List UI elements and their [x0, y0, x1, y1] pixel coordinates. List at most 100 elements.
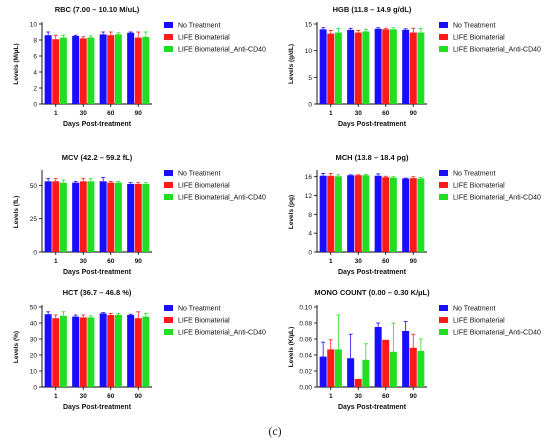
- chart-title: HGB (11.8 – 14.9 g/dL): [333, 5, 412, 14]
- x-tick-label: 30: [355, 258, 363, 265]
- bar: [59, 182, 67, 252]
- bar: [319, 29, 327, 104]
- legend-swatch: [164, 182, 173, 188]
- bar: [52, 181, 60, 252]
- legend-swatch: [164, 170, 173, 176]
- bar: [402, 29, 410, 104]
- bar: [319, 175, 327, 252]
- bar: [354, 32, 362, 104]
- x-tick-label: 60: [107, 110, 115, 117]
- bar: [52, 39, 60, 105]
- legend-swatch: [439, 182, 448, 188]
- x-tick-label: 1: [329, 258, 333, 265]
- bar: [347, 175, 355, 252]
- y-tick-label: 0.02: [299, 369, 312, 376]
- y-tick-label: 0.08: [299, 321, 312, 328]
- bar: [114, 34, 122, 104]
- bar: [374, 175, 382, 252]
- y-axis-label: Levels (K/µL): [288, 327, 295, 368]
- y-tick-label: 4: [33, 70, 37, 77]
- legend-swatch: [439, 305, 448, 311]
- y-tick-label: 12: [305, 193, 313, 200]
- x-tick-label: 30: [80, 393, 88, 400]
- bar: [142, 36, 150, 104]
- y-axis-label: Levels (%): [13, 331, 20, 363]
- bar: [382, 29, 390, 104]
- bar: [107, 315, 115, 387]
- legend-swatch: [164, 305, 173, 311]
- y-tick-label: 50: [30, 305, 38, 312]
- bar: [374, 28, 382, 104]
- y-tick-label: 0.10: [299, 305, 312, 312]
- y-axis-label: Levels (M/µL): [13, 43, 20, 84]
- legend-label: No Treatment: [453, 171, 495, 178]
- chart-panel-2: HGB (11.8 – 14.9 g/dL) 0 5 10 15 Levels (g/dL…: [288, 5, 541, 128]
- bar: [417, 351, 425, 387]
- bar: [127, 315, 135, 387]
- bar: [72, 316, 80, 387]
- y-tick-label: 4: [308, 231, 312, 238]
- legend-label: No Treatment: [453, 306, 495, 313]
- x-tick-label: 90: [135, 393, 143, 400]
- x-tick-label: 1: [54, 393, 58, 400]
- bar: [142, 316, 150, 387]
- legend-label: LIFE Biomaterial: [178, 35, 230, 42]
- chart-panel-6: MONO COUNT (0.00 – 0.30 K/µL) 0.00 0.02 0.0…: [288, 288, 541, 411]
- y-tick-label: 10: [30, 369, 38, 376]
- y-tick-label: 0.00: [299, 385, 312, 392]
- bar: [382, 177, 390, 252]
- bar: [354, 175, 362, 252]
- x-tick-label: 30: [355, 393, 363, 400]
- legend-label: No Treatment: [178, 171, 220, 178]
- y-tick-label: 2: [33, 86, 37, 93]
- bar: [52, 318, 60, 387]
- legend-label: LIFE Biomaterial: [453, 35, 505, 42]
- y-tick-label: 30: [30, 337, 38, 344]
- chart-title: MCV (42.2 – 59.2 fL): [62, 153, 133, 162]
- legend-label: No Treatment: [178, 23, 220, 30]
- bar: [127, 32, 135, 104]
- y-tick-label: 15: [305, 22, 313, 29]
- bar: [354, 379, 362, 387]
- bar: [347, 29, 355, 104]
- bar: [389, 351, 397, 387]
- y-axis-label: Levels (pg): [288, 195, 295, 229]
- x-tick-label: 60: [382, 258, 390, 265]
- legend-swatch: [164, 317, 173, 323]
- chart-title: RBC (7.00 – 10.10 M/uL): [55, 5, 140, 14]
- x-tick-label: 60: [107, 393, 115, 400]
- y-tick-label: 20: [30, 353, 38, 360]
- bar: [87, 37, 95, 104]
- bar: [72, 182, 80, 252]
- bar: [362, 175, 370, 252]
- x-tick-label: 90: [410, 110, 418, 117]
- bar: [72, 36, 80, 104]
- legend-swatch: [439, 329, 448, 335]
- bar: [402, 331, 410, 387]
- y-tick-label: 0: [308, 102, 312, 109]
- bar: [319, 356, 327, 387]
- y-tick-label: 0: [33, 250, 37, 257]
- bar: [362, 31, 370, 104]
- x-tick-label: 1: [329, 393, 333, 400]
- legend-label: LIFE Biomaterial_Anti-CD40: [178, 330, 266, 337]
- bar: [347, 358, 355, 387]
- bar: [382, 339, 390, 387]
- x-tick-label: 60: [382, 110, 390, 117]
- x-tick-label: 60: [382, 393, 390, 400]
- x-tick-label: 90: [410, 258, 418, 265]
- bar: [417, 32, 425, 104]
- chart-title: HCT (36.7 – 46.8 %): [63, 288, 132, 297]
- figure-caption: (c): [268, 424, 282, 438]
- bar: [334, 32, 342, 104]
- legend-label: LIFE Biomaterial_Anti-CD40: [453, 330, 541, 337]
- chart-panel-5: HCT (36.7 – 46.8 %) 0 10 20 30 40 50 Levels (%)…: [13, 288, 266, 411]
- x-tick-label: 1: [54, 258, 58, 265]
- y-tick-label: 8: [33, 38, 37, 45]
- x-tick-label: 1: [54, 110, 58, 117]
- x-tick-label: 90: [410, 393, 418, 400]
- bar: [79, 181, 87, 252]
- bar: [59, 37, 67, 104]
